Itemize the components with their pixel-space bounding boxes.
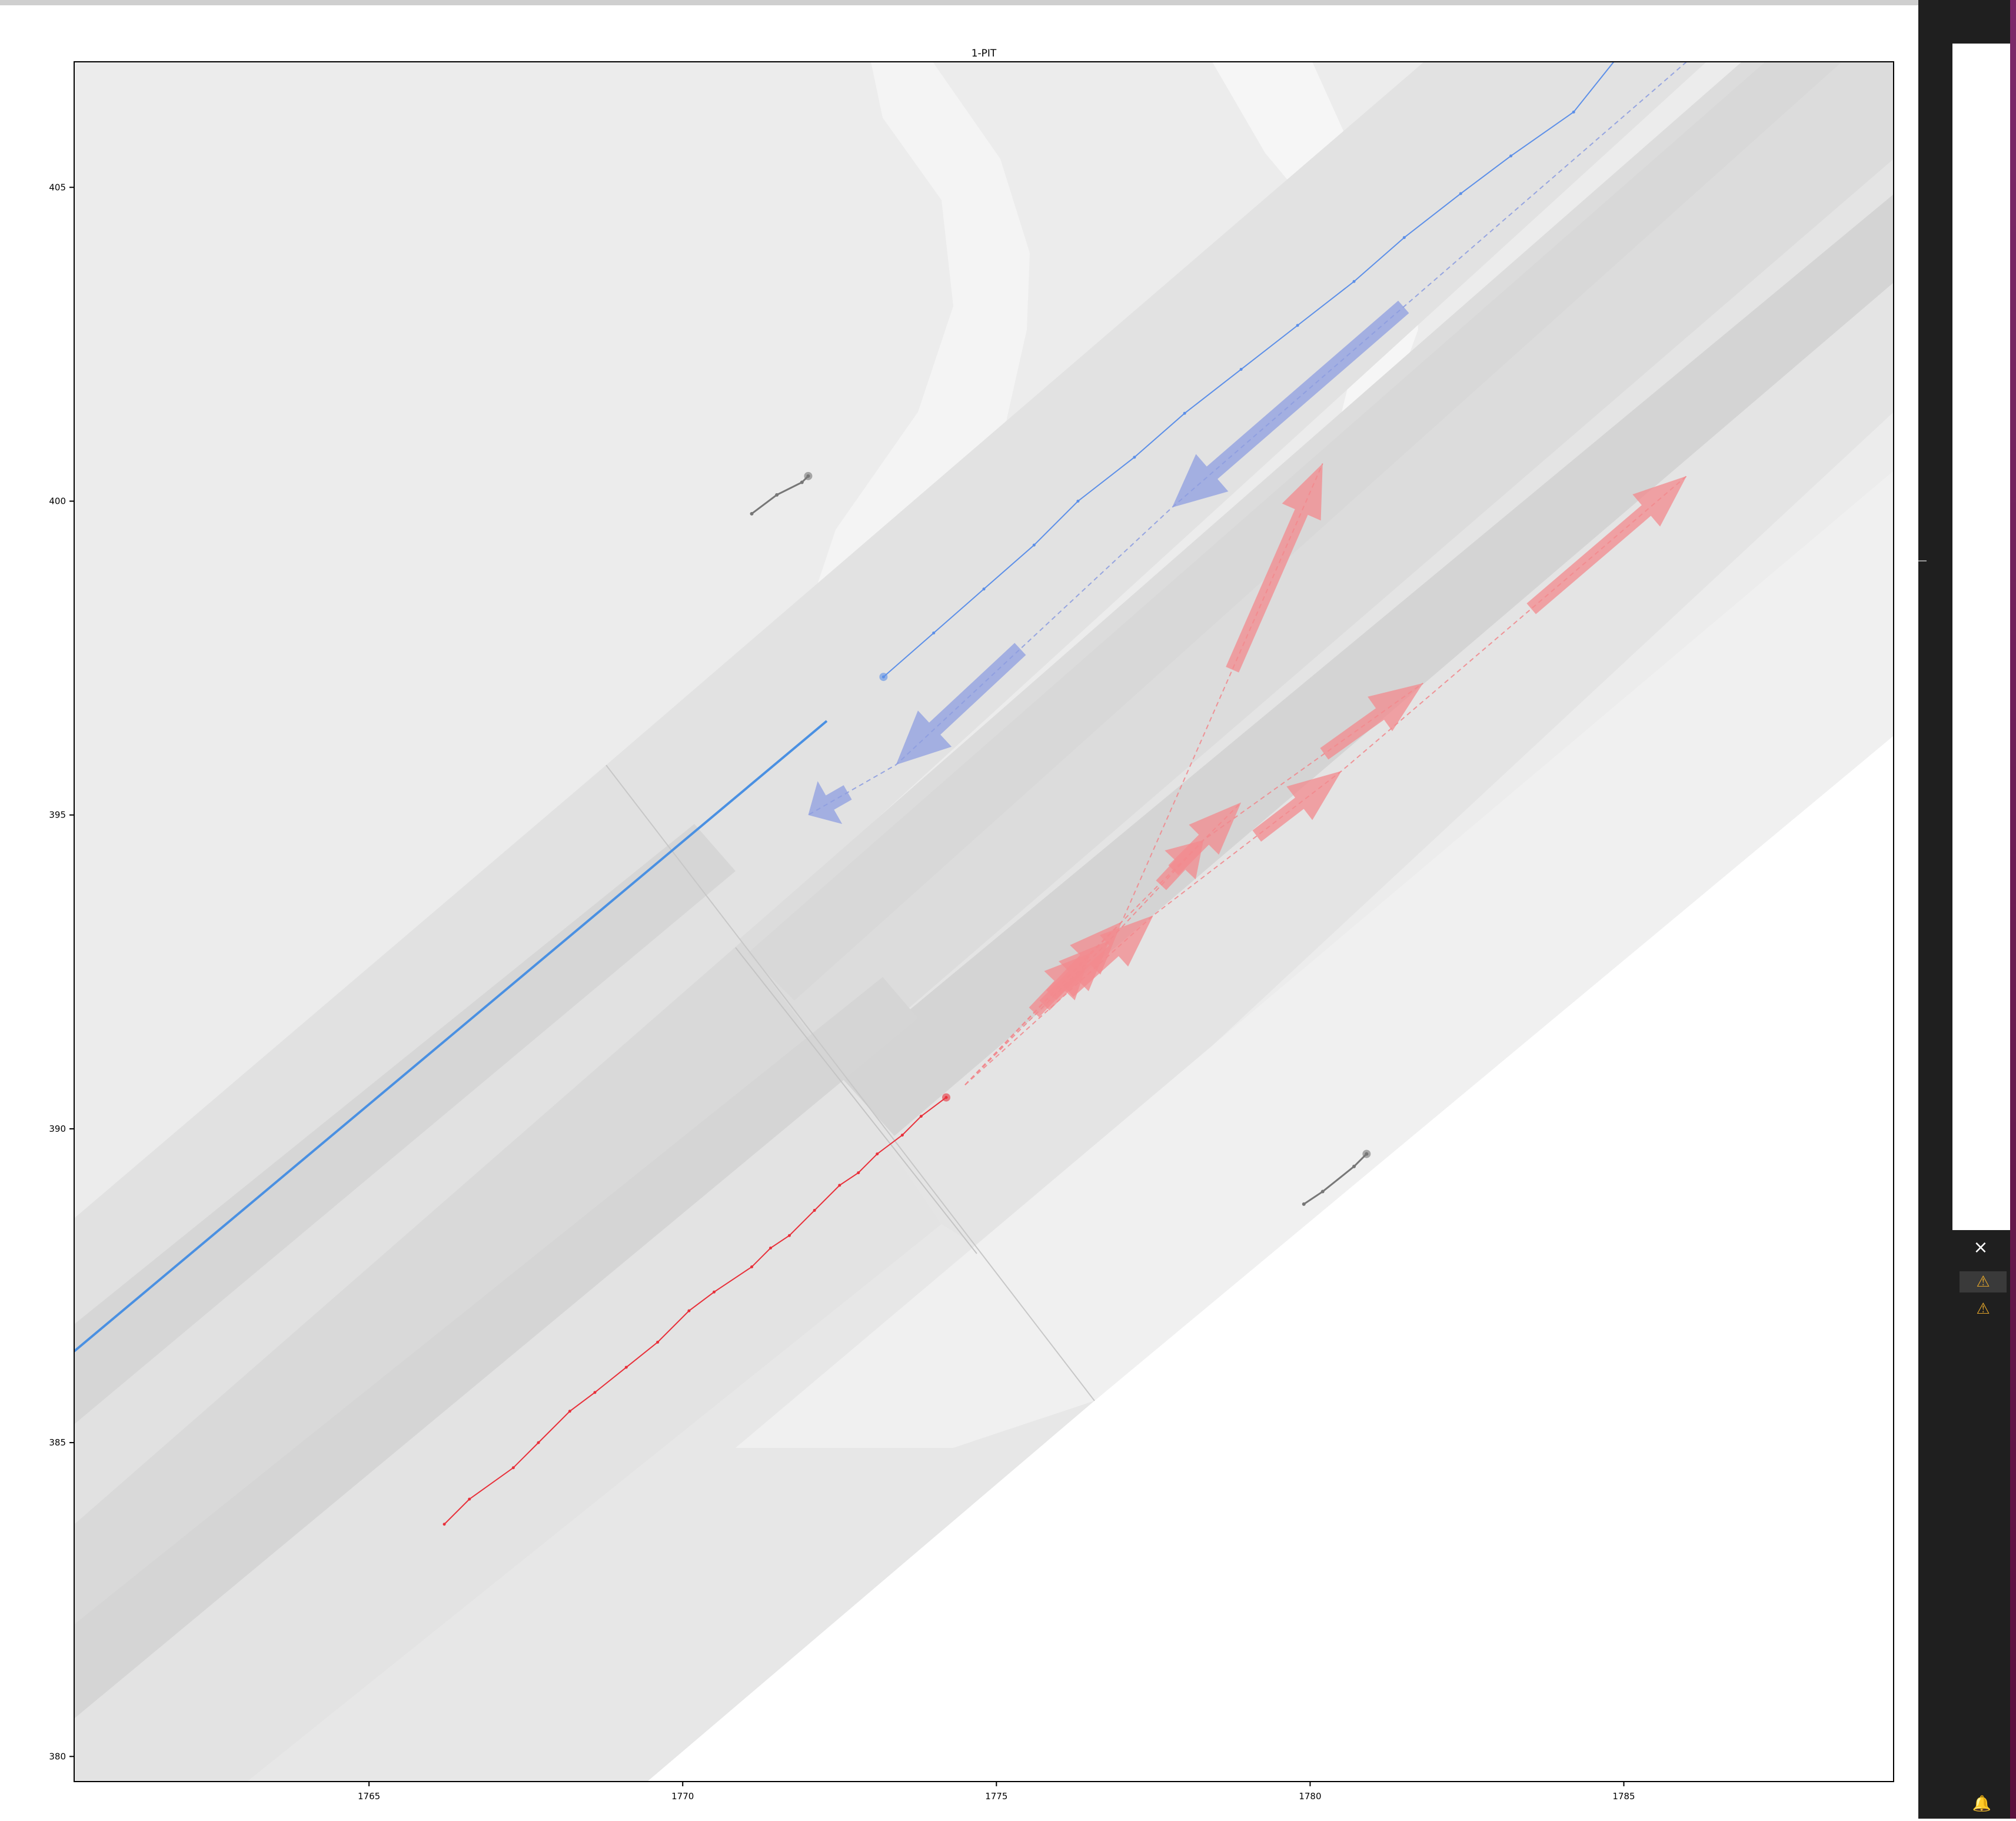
ego-history-point: [468, 1497, 471, 1501]
agent-history-point: [1076, 499, 1080, 503]
lane-band: [588, 62, 1706, 948]
ego-predictions-arrow: [1156, 840, 1204, 890]
agent-history-current-position: [879, 673, 888, 682]
warning-icon[interactable]: ⚠: [1976, 1300, 1990, 1318]
static-object-1-line: [751, 475, 809, 515]
ego-predictions-path: [964, 682, 1423, 1085]
y-tick-label: 380: [49, 1751, 66, 1762]
ego-history-point: [919, 1115, 923, 1118]
plot-axes-frame: [74, 61, 1894, 1782]
x-tick-label: 1785: [1612, 1791, 1635, 1802]
ego-history-point: [713, 1290, 716, 1294]
agent-predictions-arrow: [896, 643, 1026, 765]
static-object-2-line: [1303, 1153, 1368, 1205]
x-axis: 1765 1770 1775 1780 1785: [358, 1782, 1635, 1802]
ego-history-point: [750, 1265, 754, 1269]
agent-predictions-path: [807, 62, 1687, 816]
crosswalk-edge: [606, 765, 1095, 1401]
ego-history-point: [443, 1523, 446, 1526]
dark-stripe: [74, 977, 918, 1719]
ego-history-point: [787, 1234, 791, 1237]
agent-history-point: [932, 631, 936, 634]
ego-history-point: [838, 1184, 841, 1187]
side-panel-content: [1952, 44, 2011, 1230]
agent-history-point: [1622, 48, 1625, 51]
agent-predictions-arrow: [1172, 300, 1409, 508]
static-object-2-current-position: [1362, 1149, 1371, 1158]
agent-history-point: [1459, 192, 1462, 195]
side-panel: × ⚠ ⚠ 🔔: [1918, 0, 2016, 1819]
plot-figure: 1-PIT 1765 1770 1775 1780 1: [49, 48, 1894, 1802]
static-object-2-point: [1302, 1202, 1306, 1206]
agent-history-point: [982, 587, 986, 591]
plot-title: 1-PIT: [972, 48, 997, 59]
ego-history-point: [656, 1341, 660, 1344]
ego-history-point: [857, 1171, 860, 1175]
ego-predictions-arrow: [1039, 940, 1110, 1011]
agent-history-point: [1183, 411, 1186, 415]
agent-history-point: [1509, 154, 1513, 158]
static-object-1-point: [750, 511, 754, 516]
static-object-1-point: [775, 493, 779, 497]
ego-predictions-arrow: [1252, 771, 1342, 842]
agent-history-point: [1572, 110, 1575, 114]
panel-close-icon[interactable]: ×: [1973, 1237, 1988, 1258]
y-tick-label: 385: [49, 1437, 66, 1448]
static-object-2-point: [1320, 1189, 1325, 1194]
ego-history-point: [876, 1152, 879, 1156]
agent-history-point: [1296, 324, 1299, 327]
ego-predictions-arrow: [1226, 463, 1323, 673]
static-object-2-point: [1352, 1164, 1356, 1168]
agent-history-point: [1239, 368, 1243, 371]
ego-history-current-position: [942, 1093, 951, 1102]
ego-history-point: [568, 1410, 571, 1413]
lane-band: [74, 1077, 942, 1782]
bell-icon[interactable]: 🔔: [1972, 1795, 1992, 1813]
y-axis: 380 385 390 395 400 405: [49, 182, 74, 1762]
dark-stripe: [74, 824, 736, 1424]
agent-history-point: [1352, 280, 1356, 283]
y-tick-label: 400: [49, 496, 66, 506]
y-tick-label: 395: [49, 810, 66, 820]
ego-history-point: [813, 1209, 816, 1212]
figure-window: 1-PIT 1765 1770 1775 1780 1: [0, 5, 1918, 1819]
ego-history-point: [769, 1247, 772, 1250]
desktop-edge: [2010, 0, 2016, 1819]
x-tick-label: 1775: [985, 1791, 1007, 1802]
agent-history-point: [1133, 456, 1136, 459]
shoulder-light: [736, 471, 1894, 1448]
dark-stripe: [836, 194, 1894, 1136]
ego-history-point: [537, 1441, 540, 1444]
ego-predictions-arrow: [1320, 683, 1423, 760]
warning-icon[interactable]: ⚠: [1960, 1271, 2007, 1292]
static-object-1-current-position: [804, 471, 813, 480]
agent-lane-line: [74, 720, 828, 1353]
x-tick-label: 1765: [358, 1791, 380, 1802]
ego-history-point: [687, 1309, 691, 1312]
ego-history-point: [900, 1134, 904, 1137]
y-tick-label: 405: [49, 182, 66, 192]
ego-history-point: [511, 1466, 515, 1470]
lane-band: [730, 62, 1894, 1077]
outer-shoulder: [647, 736, 1894, 1782]
ego-history-point: [624, 1365, 628, 1369]
panel-divider: [1918, 560, 1927, 561]
ego-predictions-arrow: [1526, 476, 1687, 614]
agent-predictions-arrow: [808, 781, 852, 825]
x-tick-label: 1780: [1299, 1791, 1321, 1802]
static-object-1-point: [800, 480, 804, 484]
agent-history-point: [1402, 236, 1406, 240]
crosswalk-edge: [735, 947, 977, 1254]
ego-history-line: [444, 1096, 947, 1525]
y-tick-label: 390: [49, 1124, 66, 1134]
agent-history-point: [1032, 543, 1036, 547]
ego-history-point: [593, 1391, 597, 1394]
x-tick-label: 1770: [671, 1791, 694, 1802]
